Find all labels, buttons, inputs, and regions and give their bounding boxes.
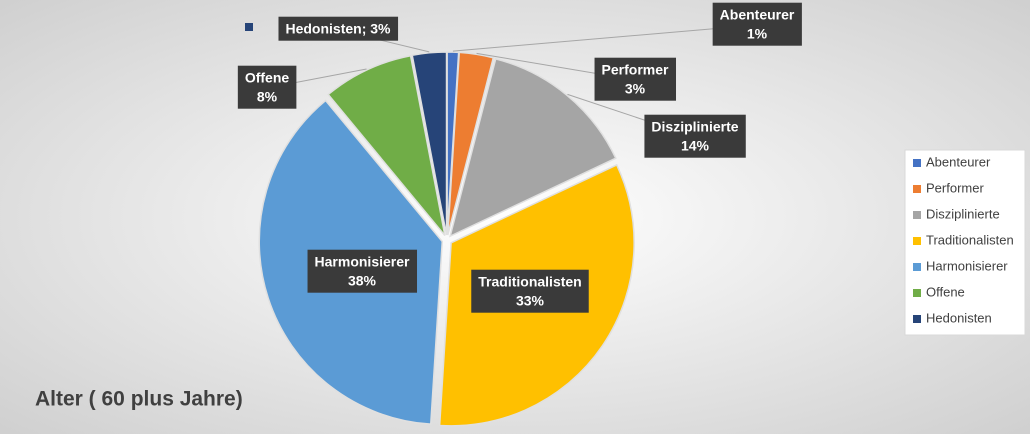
legend-swatch [913,185,921,193]
data-label: Performer 3% [594,57,677,101]
value-label: 3% [625,81,646,97]
label-box [278,16,399,41]
data-label: Disziplinierte 14% [644,114,746,158]
category-label: Performer [602,62,669,78]
legend-label: Abenteurer [926,154,991,169]
legend-swatch [913,237,921,245]
legend-label: Offene [926,284,965,299]
value-label: 1% [747,26,768,42]
legend-label: Hedonisten [926,310,992,325]
label-box [237,65,297,109]
value-label: 33% [516,293,545,309]
data-label: Hedonisten; 3% [278,16,399,41]
pie-slice [449,57,617,238]
chart-title: Alter ( 60 plus Jahre) [35,388,243,411]
value-label: 8% [257,89,278,105]
label-box [307,249,418,293]
legend-swatch [913,263,921,271]
legend-swatch [913,289,921,297]
legend-swatch [913,315,921,323]
label-box [471,269,589,313]
value-label: 14% [681,138,710,154]
pie-slice [447,51,495,236]
label-box [644,114,746,158]
pie-slice [411,51,448,236]
category-label: Harmonisierer [315,254,410,270]
legend-box [904,149,1026,336]
leader-line [452,24,758,52]
legend-swatch [913,211,921,219]
data-label: Offene 8% [237,65,297,109]
legend-label: Harmonisierer [926,258,1008,273]
legend-key [245,23,253,31]
label-box [712,2,802,46]
value-label: Hedonisten; 3% [285,21,391,37]
category-label: Disziplinierte [651,119,738,135]
data-label: Harmonisierer 38% [307,249,418,293]
pie-slice [327,54,446,236]
legend-label: Traditionalisten [926,232,1014,247]
category-label: Abenteurer [720,7,795,23]
category-label: Offene [245,70,290,86]
legend-swatch [913,159,921,167]
value-label: 38% [348,273,377,289]
data-label: Traditionalisten 33% [471,269,589,313]
legend-label: Performer [926,180,984,195]
data-label: Abenteurer 1% [712,2,802,46]
legend-label: Disziplinierte [926,206,1000,221]
category-label: Traditionalisten [478,274,581,290]
label-box [594,57,677,101]
